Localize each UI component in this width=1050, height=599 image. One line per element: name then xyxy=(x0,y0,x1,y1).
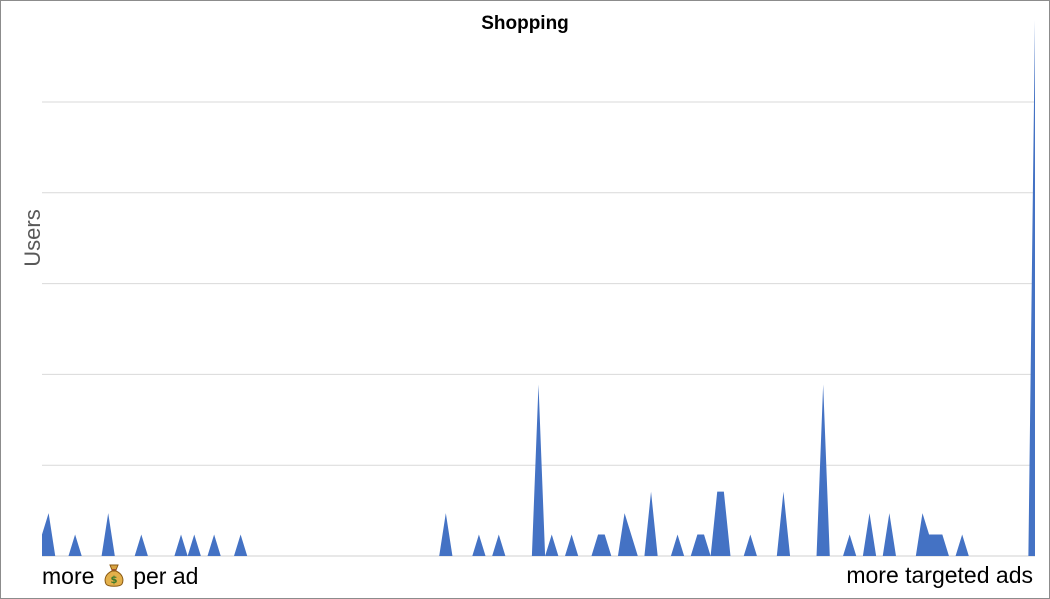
series-area xyxy=(42,20,1035,556)
money-bag-icon: $ xyxy=(103,562,125,594)
y-axis-label: Users xyxy=(20,209,45,267)
x-left-text-after: per ad xyxy=(133,563,199,589)
svg-text:$: $ xyxy=(110,575,117,586)
x-axis-left-label: more $ per ad xyxy=(42,562,198,594)
chart-title: Shopping xyxy=(481,13,569,34)
x-left-text-before: more xyxy=(42,563,95,589)
x-axis-right-label: more targeted ads xyxy=(846,562,1033,588)
